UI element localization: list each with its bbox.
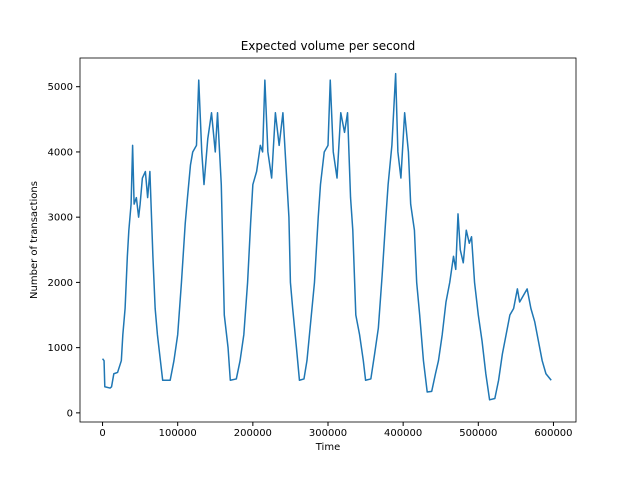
x-tick-label: 100000 — [159, 428, 197, 439]
plot-frame — [79, 57, 577, 423]
x-tick-label: 400000 — [384, 428, 422, 439]
y-tick-label: 4000 — [48, 147, 73, 158]
x-axis-label: Time — [315, 442, 340, 453]
x-tick-label: 300000 — [309, 428, 347, 439]
x-tick-label: 200000 — [234, 428, 272, 439]
y-tick-label: 3000 — [48, 213, 73, 224]
data-line — [101, 72, 552, 401]
y-tick-label: 5000 — [48, 82, 73, 93]
x-tick-label: 0 — [99, 428, 105, 439]
x-tick-label: 500000 — [459, 428, 497, 439]
y-axis-label: Number of transactions — [29, 181, 40, 299]
y-tick-label: 0 — [67, 408, 73, 419]
y-tick-label: 2000 — [48, 278, 73, 289]
chart-title: Expected volume per second — [241, 39, 416, 53]
y-tick-label: 1000 — [48, 343, 73, 354]
x-tick-label: 600000 — [534, 428, 572, 439]
